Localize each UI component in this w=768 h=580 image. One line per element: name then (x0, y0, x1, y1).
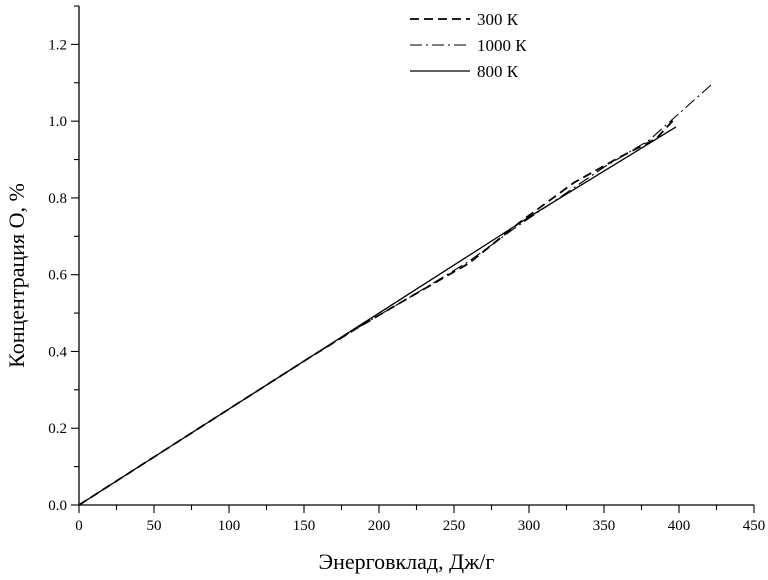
legend-label-0: 300 К (477, 10, 519, 29)
x-tick-label: 450 (743, 518, 766, 534)
y-tick-label: 1.0 (48, 114, 67, 130)
y-tick-label: 0.0 (48, 498, 67, 514)
y-tick-label: 0.8 (48, 191, 67, 207)
y-tick-label: 0.4 (48, 344, 67, 360)
y-tick-label: 0.6 (48, 268, 67, 284)
x-tick-label: 100 (218, 518, 241, 534)
series-line-2 (78, 126, 677, 506)
legend: 300 К 1000 К 800 К (410, 10, 527, 81)
x-tick-label: 400 (668, 518, 691, 534)
legend-label-1: 1000 К (477, 36, 527, 55)
series-line-1 (78, 82, 714, 506)
x-tick-label: 250 (443, 518, 466, 534)
x-tick-label: 350 (593, 518, 616, 534)
x-axis-title: Энерговклад, Дж/г (319, 549, 495, 574)
series-line-0 (78, 116, 677, 506)
y-tick-label: 1.2 (48, 37, 67, 53)
legend-label-2: 800 К (477, 62, 519, 81)
series-layer (78, 82, 714, 506)
axes: 0 50 100 150 200 250 300 350 400 450 0.0 0.2 0.4 0.6 0… (48, 5, 766, 534)
x-tick-label: 200 (368, 518, 391, 534)
x-tick-label: 150 (293, 518, 316, 534)
y-tick-label: 0.2 (48, 421, 67, 437)
y-axis-title: Концентрация О, % (4, 183, 29, 368)
x-tick-label: 300 (518, 518, 541, 534)
x-tick-label: 50 (147, 518, 162, 534)
x-tick-label: 0 (75, 518, 83, 534)
